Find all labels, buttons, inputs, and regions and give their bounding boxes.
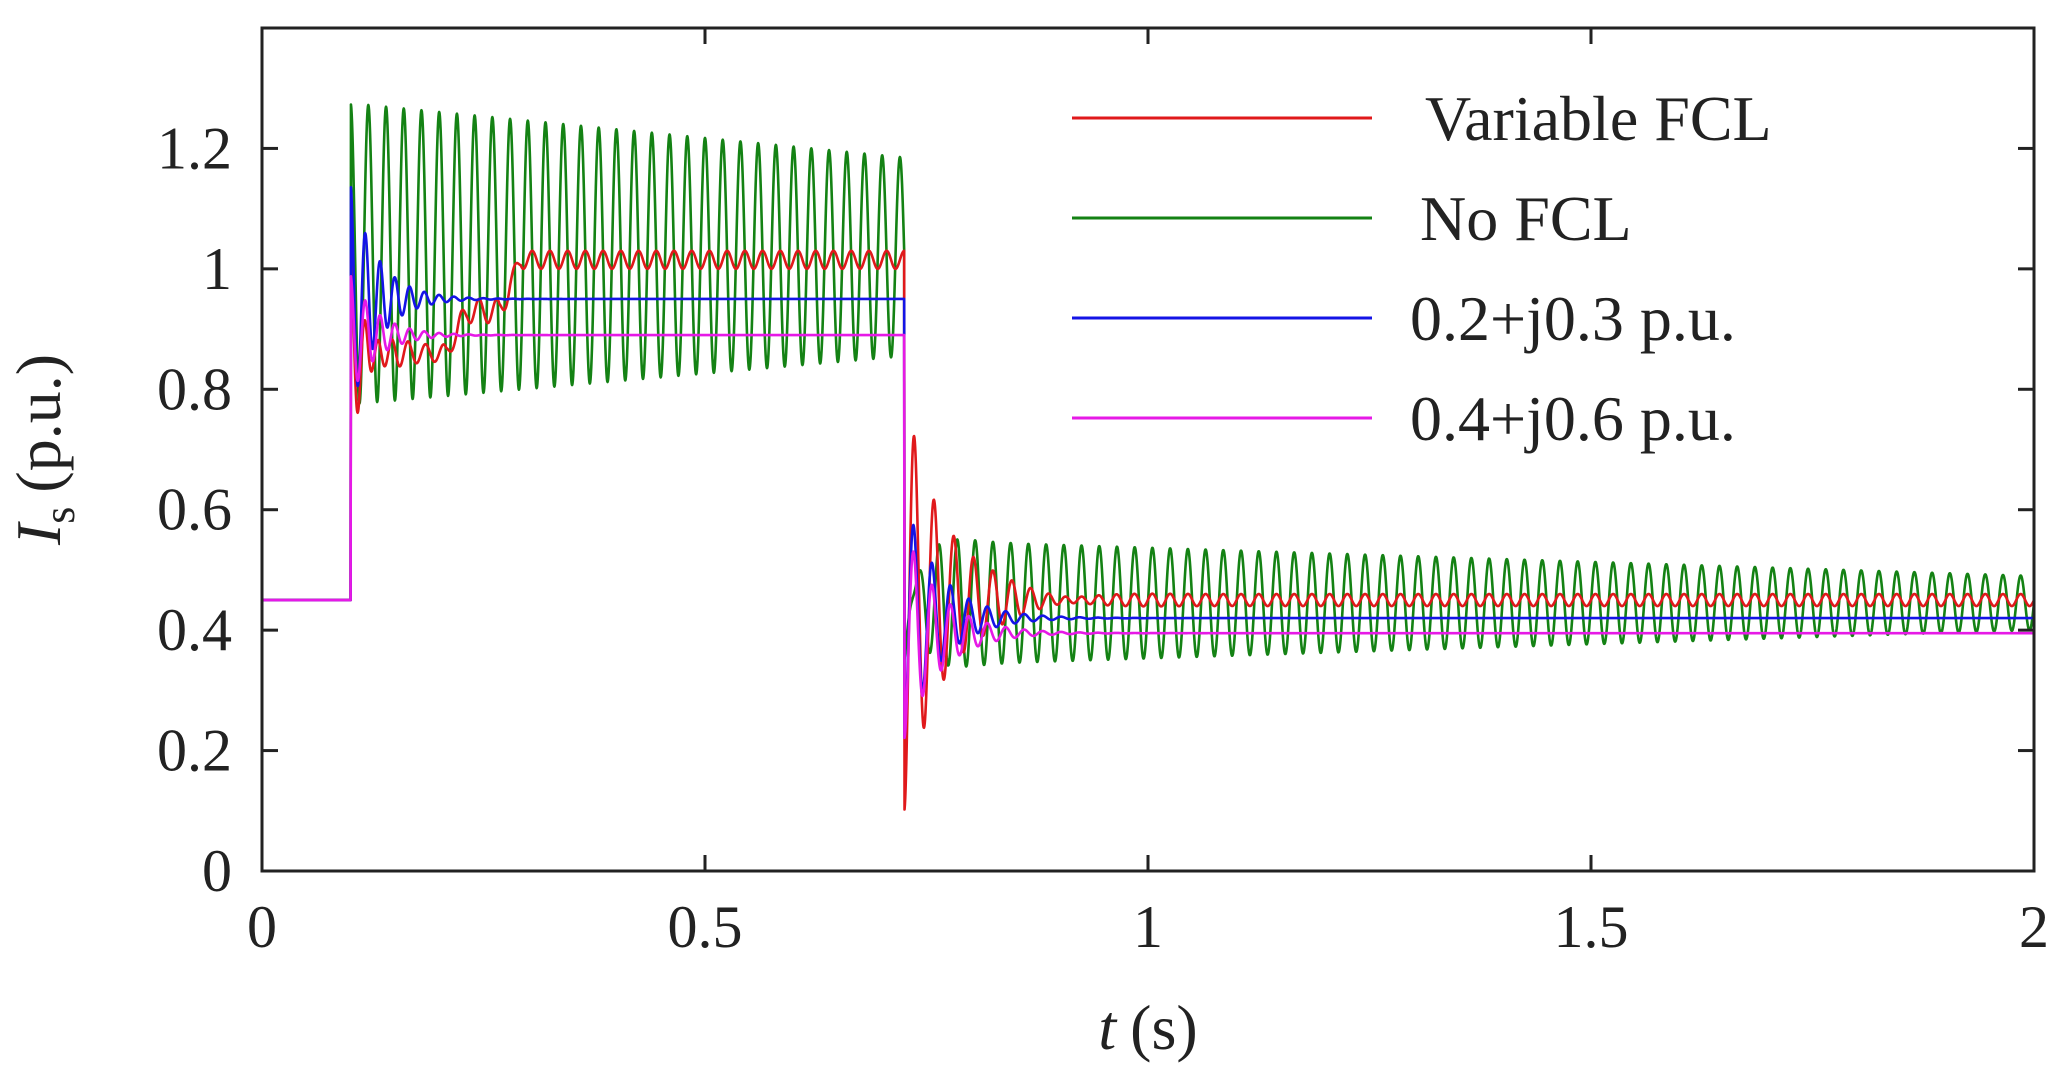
series-line-2 [262,186,2034,740]
legend-label: No FCL [1420,183,1632,254]
y-axis-label: Is(p.u.) [3,354,84,546]
legend-label: 0.2+j0.3 p.u. [1410,283,1736,354]
legend: Variable FCL No FCL 0.2+j0.3 p.u. 0.4+j0.6 … [1072,83,1772,454]
y-tick-label: 0.4 [157,597,232,663]
series-line-3 [262,275,2034,740]
y-tick-label: 1.2 [157,115,232,181]
y-tick-label: 0.2 [157,718,232,784]
legend-label: Variable FCL [1425,83,1772,154]
x-tick-label: 2 [2019,894,2049,960]
y-tick-label: 0 [202,838,232,904]
y-tick-label: 0.6 [157,477,232,543]
x-tick-label: 0 [247,894,277,960]
x-tick-label: 1.5 [1554,894,1629,960]
series-line-1 [262,103,2034,668]
y-tick-label: 1 [202,236,232,302]
x-axis-label: t (s) [1098,992,1197,1063]
series-line-0 [262,249,2034,811]
x-tick-label: 1 [1133,894,1163,960]
x-tick-label: 0.5 [668,894,743,960]
ticks-layer: 0 0.5 1 1.5 2 0 0.2 0.4 0.6 0.8 1 1.2 [157,28,2049,960]
series-layer [262,103,2034,811]
y-tick-label: 0.8 [157,356,232,422]
legend-label: 0.4+j0.6 p.u. [1410,383,1736,454]
